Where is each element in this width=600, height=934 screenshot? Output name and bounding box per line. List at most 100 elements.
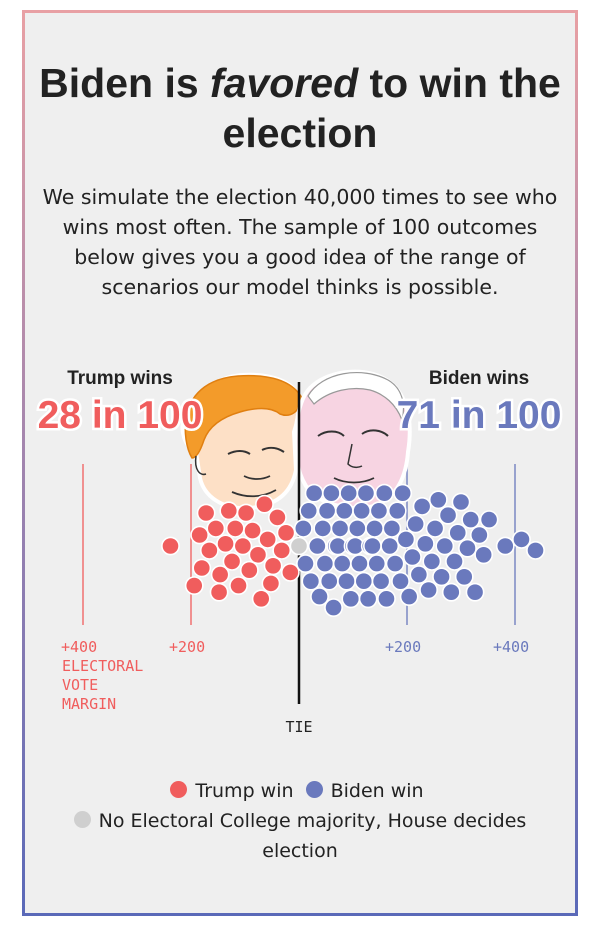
trump-outcome-dot [261, 574, 281, 593]
biden-outcome-dot [365, 519, 385, 538]
biden-outcome-dot [299, 501, 319, 521]
biden-outcome-dot [474, 545, 494, 565]
biden-wins-label: Biden wins [429, 368, 529, 389]
legend-row: Trump win Biden win [40, 776, 560, 806]
tick-label: +400 [493, 638, 529, 656]
biden-outcome-dot [310, 587, 329, 607]
biden-outcome-dot [324, 598, 343, 618]
trump-outcome-dot [199, 541, 219, 560]
biden-outcome-dot [391, 571, 410, 591]
biden-outcome-dot [358, 589, 378, 609]
biden-outcome-dot [341, 589, 361, 609]
biden-outcome-dot [339, 483, 359, 503]
trump-outcome-dot [272, 541, 292, 560]
biden-outcome-dot [441, 582, 461, 602]
biden-outcome-dot [313, 519, 333, 538]
biden-outcome-dot [422, 552, 442, 571]
title-suffix: to win the election [222, 60, 561, 156]
title-prefix: Biden is [39, 60, 211, 106]
trump-outcome-dot [225, 519, 245, 538]
tick-label: +200 [385, 638, 421, 656]
biden-outcome-dot [321, 483, 341, 503]
tie-label: TIE [285, 718, 312, 736]
biden-outcome-dot [512, 530, 531, 549]
trump-outcome-dot [210, 565, 230, 585]
biden-outcome-dot [387, 501, 407, 521]
trump-outcome-dot [263, 556, 283, 576]
house-outcome-dot [289, 536, 309, 556]
biden-outcome-dot [332, 554, 352, 574]
trump-outcome-dot [161, 536, 180, 556]
biden-outcome-dot [304, 483, 324, 503]
trump-caricature-icon [180, 372, 303, 511]
biden-outcome-dot [425, 519, 445, 538]
biden-odds: 71 in 100 [397, 394, 562, 437]
trump-outcome-dot [196, 503, 216, 523]
biden-outcome-dot [451, 492, 471, 512]
outcome-dots [161, 483, 545, 618]
biden-outcome-dot [495, 536, 515, 556]
legend: Trump win Biden win No Electoral College… [40, 776, 560, 866]
trump-outcome-dot [276, 523, 296, 543]
biden-outcome-dot [454, 567, 474, 587]
house-dot-icon [73, 811, 91, 828]
biden-outcome-dot [465, 582, 485, 602]
biden-outcome-dot [356, 483, 376, 503]
legend-biden-label: Biden win [330, 780, 424, 802]
tick-label: +400 [61, 638, 97, 656]
trump-outcome-dot [243, 521, 262, 541]
biden-outcome-dot [367, 554, 387, 574]
title-emphasis: favored [210, 60, 359, 106]
biden-outcome-dot [479, 510, 499, 529]
biden-outcome-dot [330, 519, 350, 538]
trump-outcome-dot [219, 501, 239, 521]
x-axis-label: ELECTORAL VOTE MARGIN [62, 657, 152, 713]
subtitle: We simulate the election 40,000 times to… [42, 185, 558, 299]
x-axis-label-line: VOTE [62, 676, 98, 694]
biden-outcome-dot [293, 519, 313, 538]
biden-outcome-dot [409, 565, 429, 585]
biden-outcome-dot [448, 523, 468, 543]
trump-outcome-dot [236, 503, 256, 523]
biden-outcome-dot [458, 538, 477, 558]
biden-outcome-dot [354, 571, 374, 591]
biden-outcome-dot [374, 483, 394, 503]
biden-outcome-dot [438, 505, 458, 525]
biden-outcome-dot [385, 554, 405, 574]
trump-outcome-dot [229, 576, 248, 596]
biden-outcome-dot [369, 501, 389, 521]
biden-outcome-dot [347, 519, 367, 538]
biden-outcome-dot [350, 554, 369, 574]
trump-outcome-dot [192, 558, 212, 578]
biden-outcome-dot [317, 501, 337, 521]
trump-outcome-dot [239, 560, 259, 580]
biden-outcome-dot [363, 536, 382, 556]
trump-outcome-dot [258, 530, 278, 549]
biden-outcome-dot [469, 525, 489, 545]
trump-outcome-dot [190, 525, 210, 545]
biden-outcome-dot [382, 519, 402, 538]
trump-dot-icon [170, 781, 188, 798]
biden-outcome-dot [415, 534, 435, 554]
biden-outcome-dot [396, 530, 416, 549]
biden-outcome-dot [315, 554, 335, 574]
biden-outcome-dot [301, 571, 321, 591]
trump-outcome-dot [255, 494, 274, 514]
biden-outcome-dot [432, 567, 451, 587]
trump-outcome-dot [233, 536, 253, 556]
biden-outcome-dot [399, 587, 419, 607]
trump-outcome-dot [248, 545, 268, 565]
trump-outcome-dot [251, 589, 271, 609]
trump-outcome-dot [267, 508, 287, 527]
biden-outcome-dot [380, 536, 400, 556]
biden-dot-icon [305, 781, 323, 798]
legend-item-biden: Biden win [305, 780, 424, 802]
tick-label: +200 [169, 638, 205, 656]
trump-wins-label: Trump wins [67, 368, 173, 389]
biden-outcome-dot [412, 496, 432, 516]
trump-outcome-dot [216, 534, 235, 554]
biden-outcome-dot [393, 483, 413, 503]
biden-outcome-dot [461, 510, 481, 529]
biden-outcome-dot [377, 589, 396, 609]
